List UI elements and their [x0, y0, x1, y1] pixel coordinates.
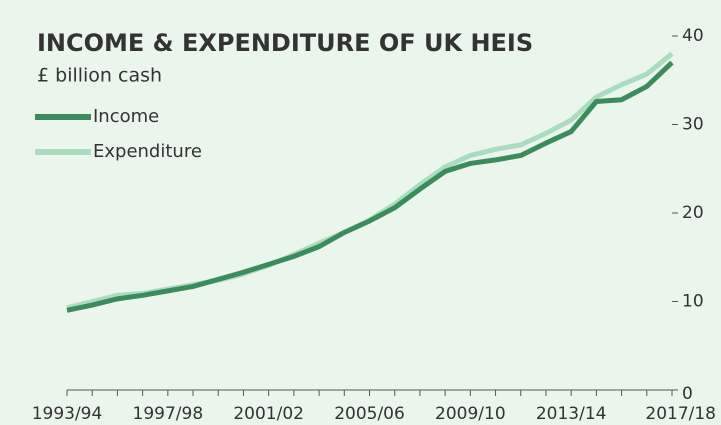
x-tick-label: 1993/94: [32, 404, 103, 424]
y-tick-label: 0: [682, 384, 693, 404]
x-tick-label: 2009/10: [435, 404, 506, 424]
x-tick-label: 2001/02: [233, 404, 304, 424]
x-tick-label: 2005/06: [334, 404, 405, 424]
x-tick-label: 2017/18: [645, 404, 716, 424]
x-tick-label: 1997/98: [133, 404, 204, 424]
legend-label: Expenditure: [93, 141, 202, 162]
chart-title: INCOME & EXPENDITURE OF UK HEIS: [37, 29, 533, 57]
series-line: [66, 60, 674, 313]
series-line: [66, 51, 674, 311]
y-tick-label: 10: [682, 292, 704, 312]
y-tick-label: 40: [682, 26, 704, 46]
chart-subtitle: £ billion cash: [37, 65, 162, 87]
y-tick-label: 30: [682, 115, 704, 135]
y-tick-label: 20: [682, 203, 704, 223]
x-tick-label: 2013/14: [536, 404, 607, 424]
legend-label: Income: [93, 106, 159, 127]
